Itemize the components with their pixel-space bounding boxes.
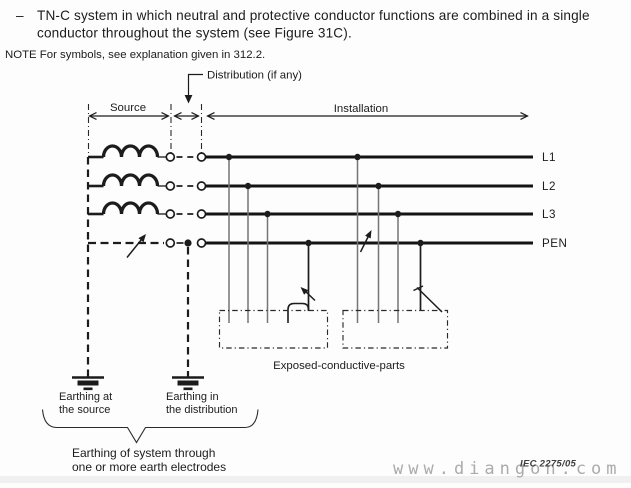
zone-boundary-lines: [87, 104, 203, 155]
label-l2: L2: [542, 180, 556, 193]
terminal-circle: [196, 238, 207, 248]
installation-circuit-1: [225, 153, 316, 323]
fault-slash-tick: [413, 285, 424, 292]
source-windings: [88, 144, 207, 258]
conductor-labels: L1 L2 L3 PEN: [542, 151, 567, 250]
bottom-strip: [0, 476, 631, 483]
terminal-circle: [196, 181, 207, 191]
pen-source-row: [88, 234, 207, 258]
fault-slash-2: [416, 286, 443, 313]
distribution-label: Distribution (if any): [207, 70, 302, 82]
fault-arrowhead-icon: [300, 287, 309, 295]
terminal-circle: [165, 209, 176, 219]
source-label: Source: [110, 102, 146, 114]
fault-arrowhead-icon: [138, 234, 146, 243]
pen-earthing-junction-dot: [184, 239, 192, 247]
terminal-circle: [196, 152, 207, 162]
underbrace: [41, 409, 259, 444]
winding-l3: [88, 201, 207, 219]
winding-l1: [88, 144, 207, 162]
main-conductor-lines: [205, 155, 533, 245]
fault-arrow-source: [126, 239, 143, 258]
list-dash: –: [16, 8, 24, 23]
earthing-system-label-2: one or more earth electrodes: [72, 460, 226, 474]
label-pen: PEN: [542, 237, 567, 250]
junction-dot: [264, 210, 271, 218]
phase-drop-lines-2: [356, 157, 399, 323]
installation-label: Installation: [334, 103, 388, 115]
earth-electrode-source-icon: [72, 371, 104, 391]
figure-reference: IEC 2275/05: [520, 459, 577, 470]
down-arrowhead-icon: [184, 95, 193, 104]
junction-dot: [375, 182, 382, 190]
junction-dot: [225, 153, 233, 161]
terminal-circle: [165, 238, 176, 248]
dimension-arrows: [88, 112, 529, 120]
note-text: NOTE For symbols, see explanation given …: [5, 49, 265, 61]
label-l1: L1: [542, 151, 556, 164]
earthing-distribution-label-1: Earthing in: [166, 391, 219, 403]
figure-description: – TN-C system in which neutral and prote…: [5, 8, 590, 61]
earthing-system-label-1: Earthing of system through: [72, 446, 215, 460]
earthing-source-label-2: the source: [59, 404, 110, 416]
earth-electrode-distribution-icon: [172, 371, 204, 391]
description-line-1: TN-C system in which neutral and protect…: [37, 8, 590, 23]
distribution-leader-line: [187, 73, 203, 95]
junction-dot: [417, 239, 424, 247]
junction-dot: [244, 182, 252, 190]
terminal-circle: [165, 181, 176, 191]
earthing-distribution-label-2: the distribution: [166, 404, 238, 416]
exposed-part-boxes: [218, 309, 449, 349]
installation-circuit-2: [354, 153, 443, 323]
junction-dot: [305, 239, 312, 247]
junction-dot: [354, 153, 361, 161]
earthing-source-label-1: Earthing at: [59, 391, 112, 403]
fault-arrowhead-icon: [365, 230, 372, 239]
phase-drop-lines-1: [228, 157, 269, 323]
label-l3: L3: [542, 208, 556, 221]
bonding-jumper-1: [287, 302, 310, 323]
earthing-system-callout: Earthing of system through one or more e…: [41, 409, 259, 474]
exposed-parts-label: Exposed-conductive-parts: [273, 360, 405, 372]
junction-dot: [394, 210, 402, 218]
zone-spans: Source Installation: [87, 102, 529, 155]
terminal-circle: [165, 152, 176, 162]
distribution-callout: Distribution (if any): [184, 70, 302, 104]
description-line-2: conductor throughout the system (see Fig…: [37, 26, 352, 41]
winding-l2: [88, 173, 207, 191]
exposed-part-box-2: [342, 309, 449, 349]
exposed-part-box-1: [218, 309, 329, 349]
terminal-circle: [196, 209, 207, 219]
fault-arrow-pen: [359, 234, 370, 253]
earthing-conductors: Earthing at the source Earthing in the d…: [59, 157, 238, 416]
watermark-text: www.diangon.com: [393, 459, 622, 479]
